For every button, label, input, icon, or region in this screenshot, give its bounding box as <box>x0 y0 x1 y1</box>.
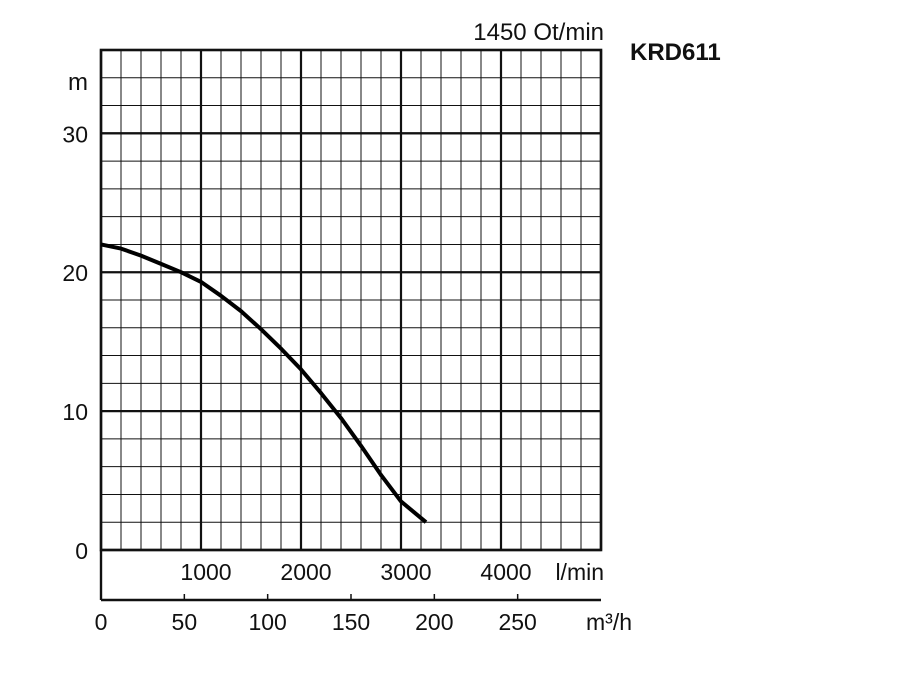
x-tick-label-m3h: 250 <box>498 609 536 635</box>
pump-curve-line <box>100 242 428 524</box>
y-tick-label: 30 <box>62 121 88 147</box>
curve-layer <box>100 242 428 524</box>
x-tick-label-lmin: 4000 <box>480 559 531 585</box>
x-unit-lmin: l/min <box>555 559 604 585</box>
x-unit-m3h: m³/h <box>586 609 632 635</box>
x-tick-label-m3h: 50 <box>172 609 198 635</box>
y-axis-label: m <box>68 69 88 96</box>
y-tick-label: 20 <box>62 260 88 286</box>
y-tick-labels: 0 10 20 30 <box>62 121 88 564</box>
x-tick-label-lmin: 1000 <box>180 559 231 585</box>
x-tick-label-m3h: 0 <box>95 609 108 635</box>
grid-minor <box>101 49 601 550</box>
x-tick-label-m3h: 100 <box>248 609 286 635</box>
x-tick-labels-lmin: 1000 2000 3000 4000 <box>180 559 531 585</box>
x-tick-label-m3h: 200 <box>415 609 453 635</box>
chart-title: KRD611 <box>630 39 721 66</box>
x-tick-labels-m3h: 0 50 100 150 200 250 <box>95 594 537 635</box>
x-tick-label-lmin: 2000 <box>280 559 331 585</box>
plot-frame <box>99 48 603 552</box>
x-tick-label-m3h: 150 <box>332 609 370 635</box>
y-tick-label: 0 <box>75 538 88 564</box>
x-tick-label-lmin: 3000 <box>380 559 431 585</box>
y-tick-label: 10 <box>62 399 88 425</box>
speed-label: 1450 Ot/min <box>473 19 604 46</box>
